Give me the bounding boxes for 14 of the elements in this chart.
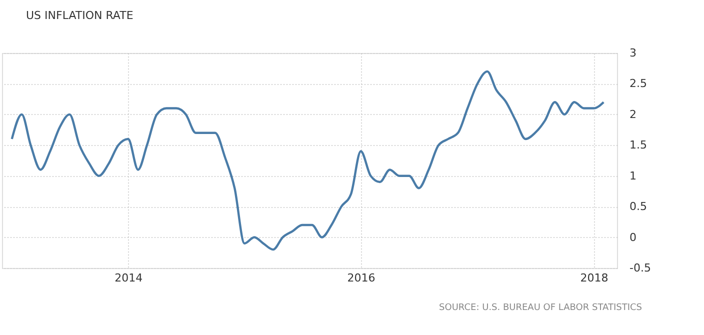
y-tick-label: 2 [630, 108, 636, 121]
y-tick-label: 0 [630, 230, 636, 244]
y-tick-label: -0.5 [630, 262, 651, 274]
line-series [10, 70, 605, 251]
y-tick-label: 0.5 [630, 200, 647, 214]
chart-title: US INFLATION RATE [26, 9, 134, 22]
y-tick-label: 2.5 [630, 77, 647, 90]
source-note: SOURCE: U.S. BUREAU OF LABOR STATISTICS [439, 303, 642, 313]
x-tick-label: 2014 [114, 272, 143, 284]
x-tick-label: 2016 [347, 272, 376, 284]
y-tick-label: 1.5 [630, 138, 647, 152]
y-tick-label: 3 [630, 46, 636, 60]
y-tick-label: 1 [630, 169, 636, 182]
x-tick-label: 2018 [580, 272, 608, 284]
